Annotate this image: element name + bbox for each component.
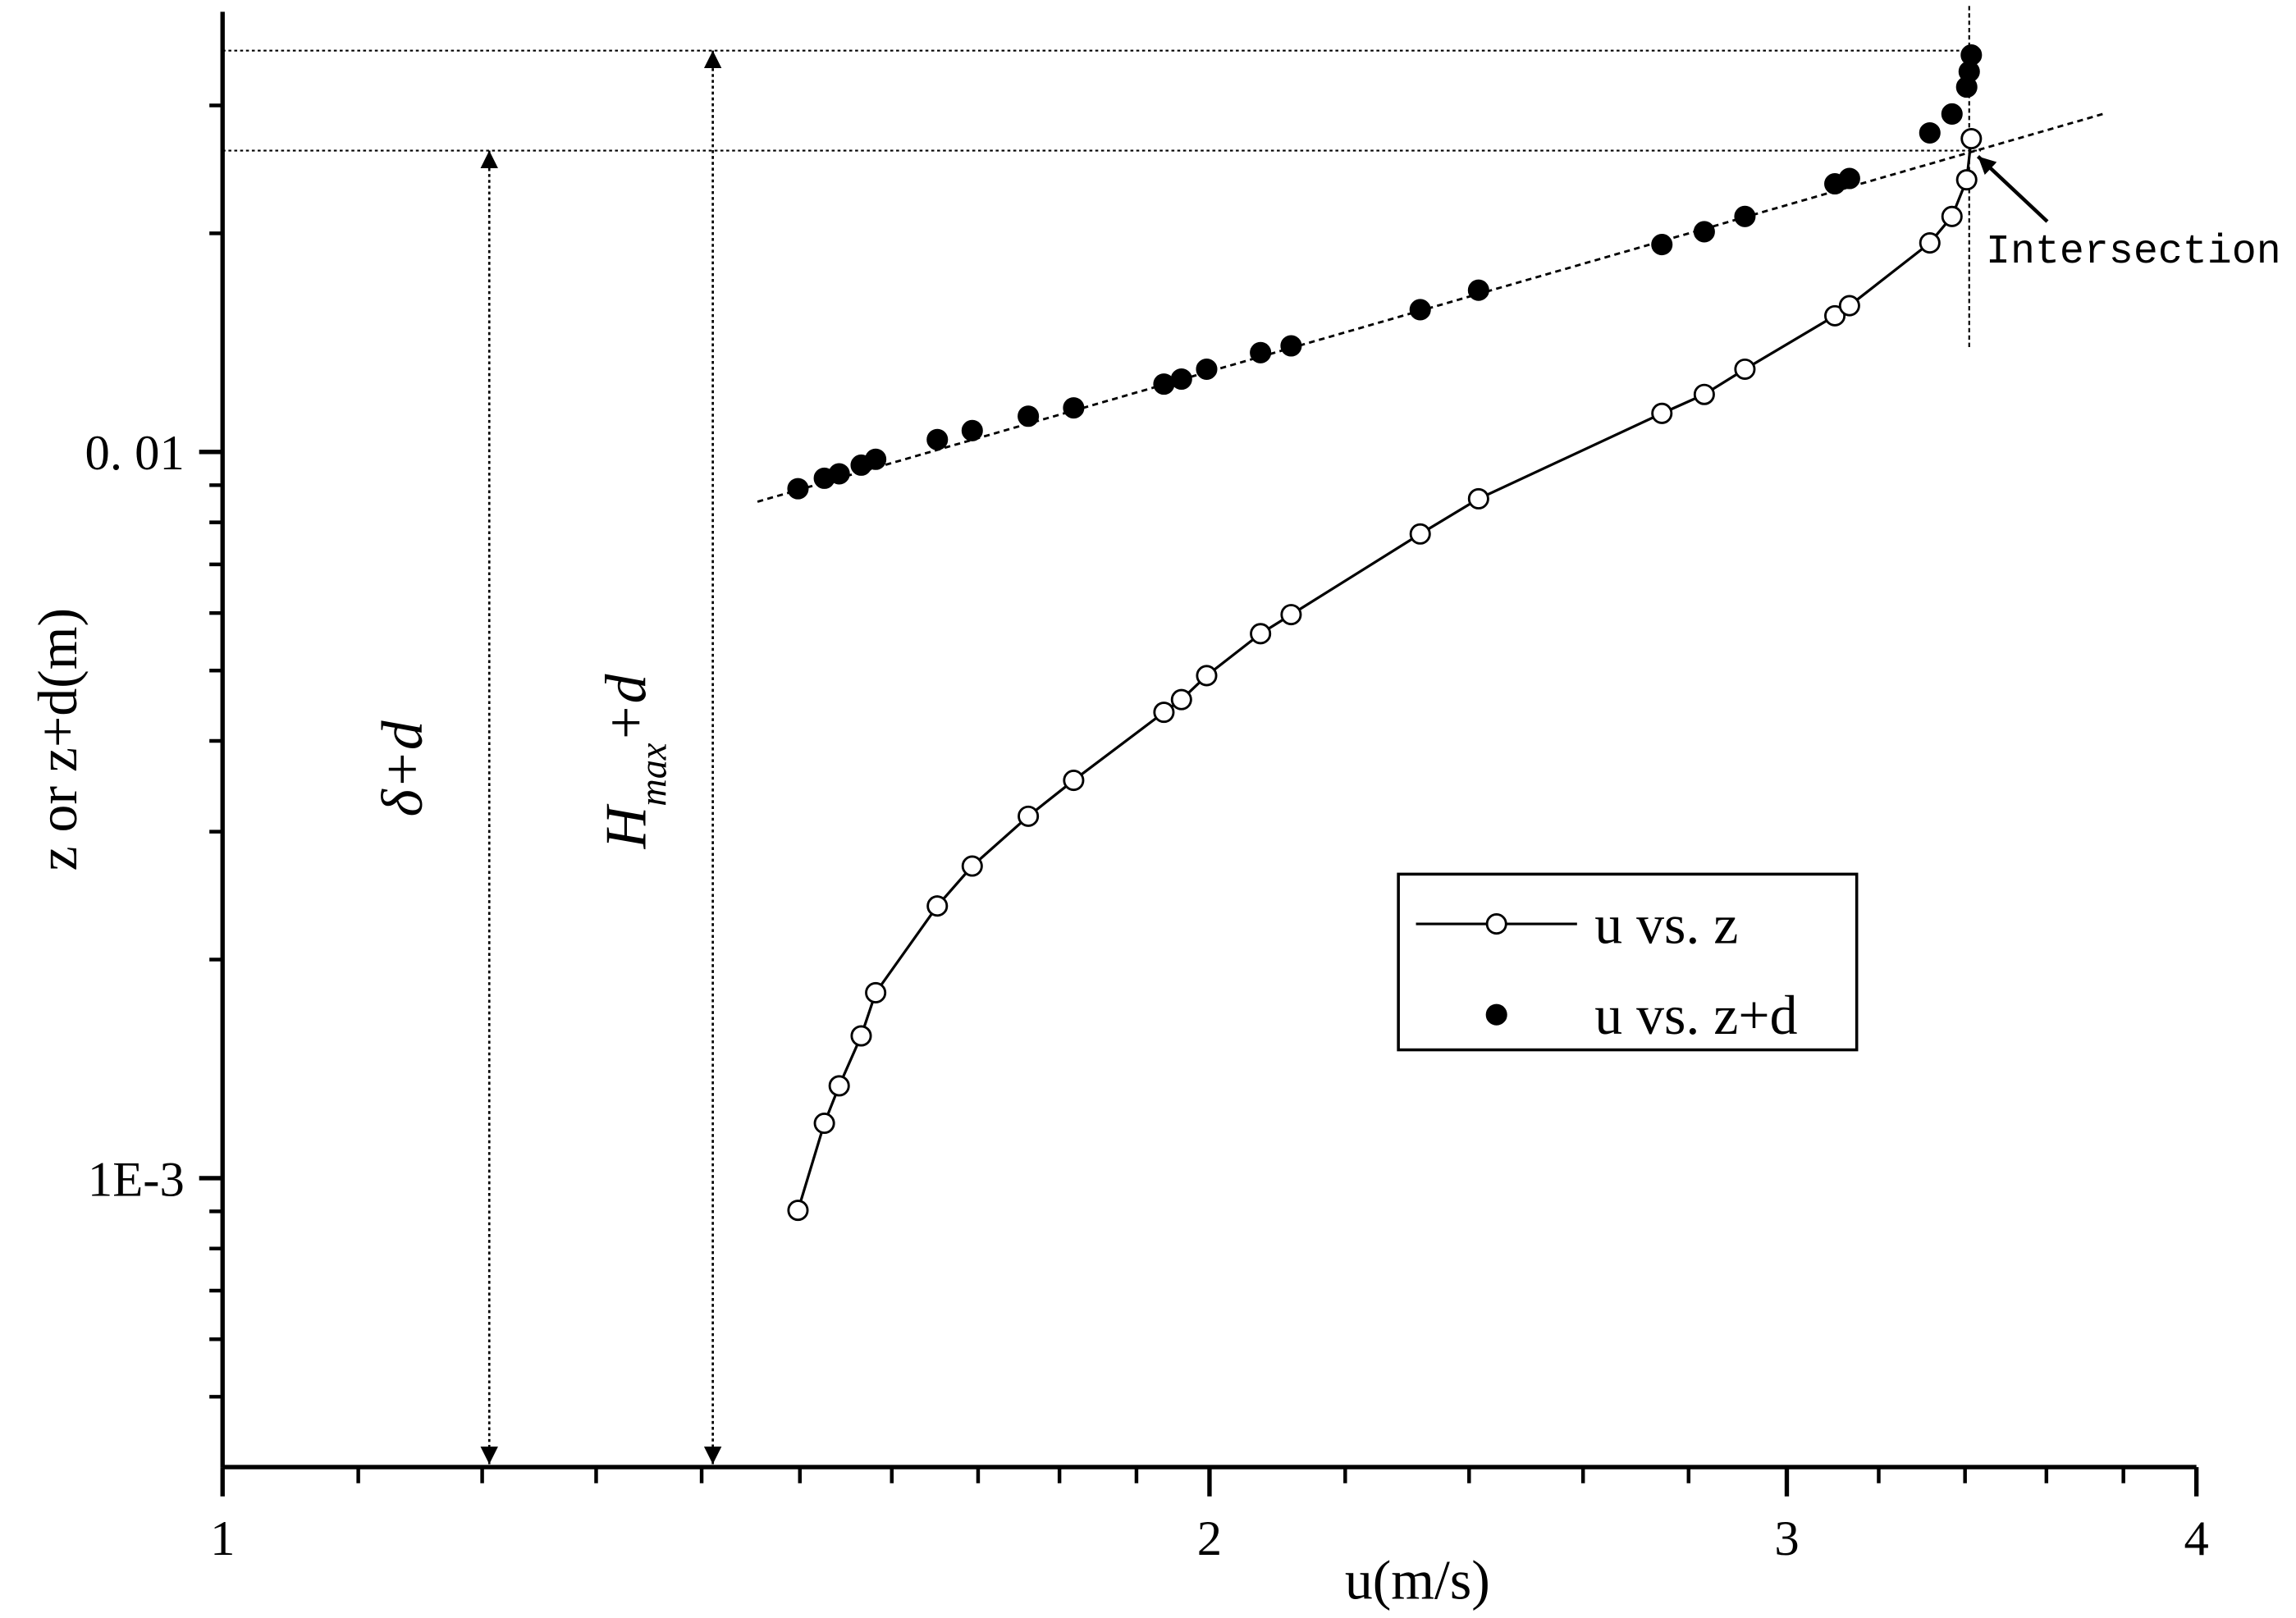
hmax-main: H (594, 803, 659, 849)
data-point (1196, 358, 1218, 380)
intersection-label: Intersection (1986, 229, 2281, 276)
data-point (1693, 383, 1715, 405)
data-point (1467, 279, 1489, 301)
legend-box (1397, 872, 1859, 1052)
hmax-suffix: +d (594, 674, 659, 743)
y-tick-label: 0. 01 (85, 426, 185, 481)
y-axis-label: z or z+d(m) (27, 608, 89, 871)
data-point (787, 478, 809, 500)
data-point (865, 981, 887, 1003)
data-point (1153, 702, 1175, 724)
x-tick-label: 1 (210, 1511, 235, 1566)
x-tick-label: 3 (1774, 1511, 1799, 1566)
data-point (926, 428, 949, 450)
data-point (1250, 341, 1272, 363)
data-point (813, 1113, 835, 1135)
data-point (1651, 402, 1673, 424)
x-axis-label: u(m/s) (1345, 1550, 1490, 1611)
data-point (1941, 205, 1963, 227)
data-point (1018, 805, 1040, 827)
intersection-arrow (1976, 155, 2049, 223)
legend-marker (1485, 1003, 1507, 1026)
x-tick-label: 4 (2184, 1511, 2208, 1566)
data-point (1153, 373, 1175, 395)
data-point (1409, 299, 1431, 321)
data-point (1196, 665, 1218, 687)
data-point (1170, 368, 1192, 391)
legend-label: u vs. z+d (1594, 985, 1797, 1046)
data-point (1734, 205, 1756, 227)
data-point (1409, 523, 1431, 545)
data-point (1170, 688, 1192, 711)
legend-label: u vs. z (1594, 894, 1738, 955)
data-point (1734, 358, 1756, 380)
data-point (1960, 44, 1983, 66)
data-point (1651, 234, 1673, 256)
data-point (850, 1025, 872, 1047)
data-point (1018, 405, 1040, 427)
data-point (1919, 232, 1941, 254)
data-point (865, 448, 887, 470)
data-point (1919, 121, 1941, 144)
data-point (1955, 169, 1978, 191)
data-point (961, 855, 983, 877)
data-point (1063, 770, 1085, 792)
hmax-sub: max (633, 743, 675, 807)
x-tick-label: 2 (1197, 1511, 1222, 1566)
data-point (1824, 304, 1846, 327)
data-point (828, 1075, 850, 1097)
data-point (1838, 167, 1860, 190)
data-point (1838, 295, 1860, 317)
hmax-label: Hmax+d (594, 674, 675, 849)
data-point (1960, 127, 1983, 150)
data-point (926, 895, 949, 917)
data-point (1280, 335, 1302, 357)
delta-label: δ+d (370, 720, 435, 816)
data-point (1941, 103, 1963, 125)
data-point (828, 463, 850, 485)
data-point (961, 419, 983, 441)
data-point (1280, 604, 1302, 626)
data-point (1063, 397, 1085, 419)
data-point (1467, 487, 1489, 510)
legend-marker (1485, 913, 1507, 935)
data-point (1693, 221, 1715, 243)
y-tick-label: 1E-3 (88, 1152, 185, 1207)
data-point (1250, 623, 1272, 645)
data-point (787, 1200, 809, 1222)
